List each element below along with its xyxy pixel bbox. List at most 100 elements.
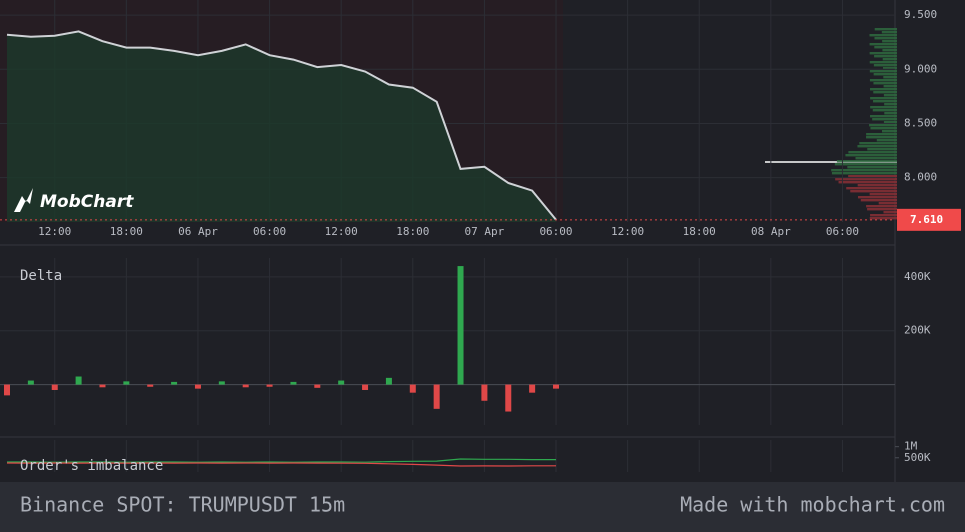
bar [433, 384, 440, 409]
profile-bar [870, 214, 897, 217]
profile-bar [866, 205, 897, 208]
x-tick-label: 06:00 [539, 225, 572, 238]
profile-bar [848, 175, 897, 178]
bar [362, 384, 369, 390]
profile-bar [860, 199, 897, 202]
profile-bar [869, 70, 897, 73]
x-tick-label: 06:00 [826, 225, 859, 238]
bar [99, 384, 106, 388]
profile-bar [872, 118, 897, 121]
profile-bar [883, 94, 897, 97]
profile-bar [882, 58, 897, 61]
series-line [6, 30, 557, 221]
bar [505, 384, 512, 412]
bar [290, 381, 297, 385]
bar [314, 384, 321, 388]
profile-bar [872, 109, 897, 112]
x-tick-label: 07 Apr [465, 225, 505, 238]
profile-bar [869, 61, 897, 64]
bar [75, 376, 82, 385]
logo-text: MobChart [40, 192, 134, 212]
x-tick-label: 18:00 [683, 225, 716, 238]
pane-title: Delta [20, 268, 62, 284]
profile-bar [883, 76, 897, 79]
profile-bar [873, 91, 897, 94]
last-price-label: 7.610 [910, 213, 943, 226]
series-line [6, 462, 556, 467]
profile-bar [859, 142, 897, 145]
y-tick-label: 8.500 [904, 116, 937, 129]
x-tick-label: 06 Apr [178, 225, 218, 238]
profile-bar [883, 67, 897, 70]
bar [242, 384, 249, 388]
profile-bar [866, 133, 897, 136]
profile-bar [870, 88, 897, 91]
bar [147, 384, 154, 387]
profile-bar [869, 34, 897, 37]
bar [553, 384, 560, 389]
profile-bar [874, 55, 897, 58]
profile-bar [850, 190, 897, 193]
profile-bar [870, 106, 897, 109]
profile-bar [882, 49, 897, 52]
bar [385, 377, 392, 385]
profile-bar [874, 28, 897, 31]
bar [51, 384, 58, 390]
bar [27, 380, 34, 385]
profile-bar [870, 127, 897, 130]
profile-bar [873, 64, 897, 67]
bar [338, 380, 345, 385]
profile-bar [874, 46, 897, 49]
profile-bar [858, 196, 897, 199]
profile-bar [845, 154, 897, 157]
profile-bar [882, 40, 897, 43]
profile-bar [834, 163, 897, 166]
profile-bar [870, 115, 897, 118]
profile-bar [869, 79, 897, 82]
profile-bar [874, 37, 897, 40]
profile-bar [835, 178, 897, 181]
logo-icon [14, 188, 33, 212]
bar [529, 384, 536, 393]
y-tick-label: 9.000 [904, 62, 937, 75]
profile-bar [873, 100, 897, 103]
profile-bar [838, 181, 897, 184]
profile-bar [881, 31, 897, 34]
bar [218, 381, 225, 385]
profile-bar [869, 217, 897, 220]
profile-bar [857, 145, 897, 148]
logo: MobChart [14, 188, 134, 212]
pane-title: Order's imbalance [20, 458, 163, 474]
volume-profile [831, 28, 897, 220]
profile-bar [847, 166, 897, 169]
footer [0, 482, 965, 532]
profile-bar [831, 169, 897, 172]
x-tick-label: 06:00 [253, 225, 286, 238]
x-tick-label: 18:00 [110, 225, 143, 238]
price-area [7, 31, 557, 223]
bar [123, 381, 130, 385]
profile-bar [873, 73, 897, 76]
profile-bar [867, 208, 897, 211]
profile-bar [883, 211, 897, 214]
profile-bar [857, 184, 897, 187]
x-tick-label: 18:00 [396, 225, 429, 238]
profile-bar [848, 151, 897, 154]
footer-right: Made with mobchart.com [680, 493, 945, 517]
y-tick-label: 1M [904, 440, 918, 453]
profile-bar [866, 136, 897, 139]
profile-bar [846, 187, 897, 190]
profile-bar [831, 172, 897, 175]
bar [457, 266, 464, 385]
profile-bar [869, 193, 897, 196]
bar [171, 381, 178, 385]
bar [194, 384, 201, 389]
profile-bar [878, 202, 897, 205]
x-tick-label: 12:00 [325, 225, 358, 238]
bar [409, 384, 416, 393]
profile-bar [873, 82, 897, 85]
bar [4, 384, 10, 396]
bar [266, 384, 273, 387]
profile-bar [870, 97, 897, 100]
